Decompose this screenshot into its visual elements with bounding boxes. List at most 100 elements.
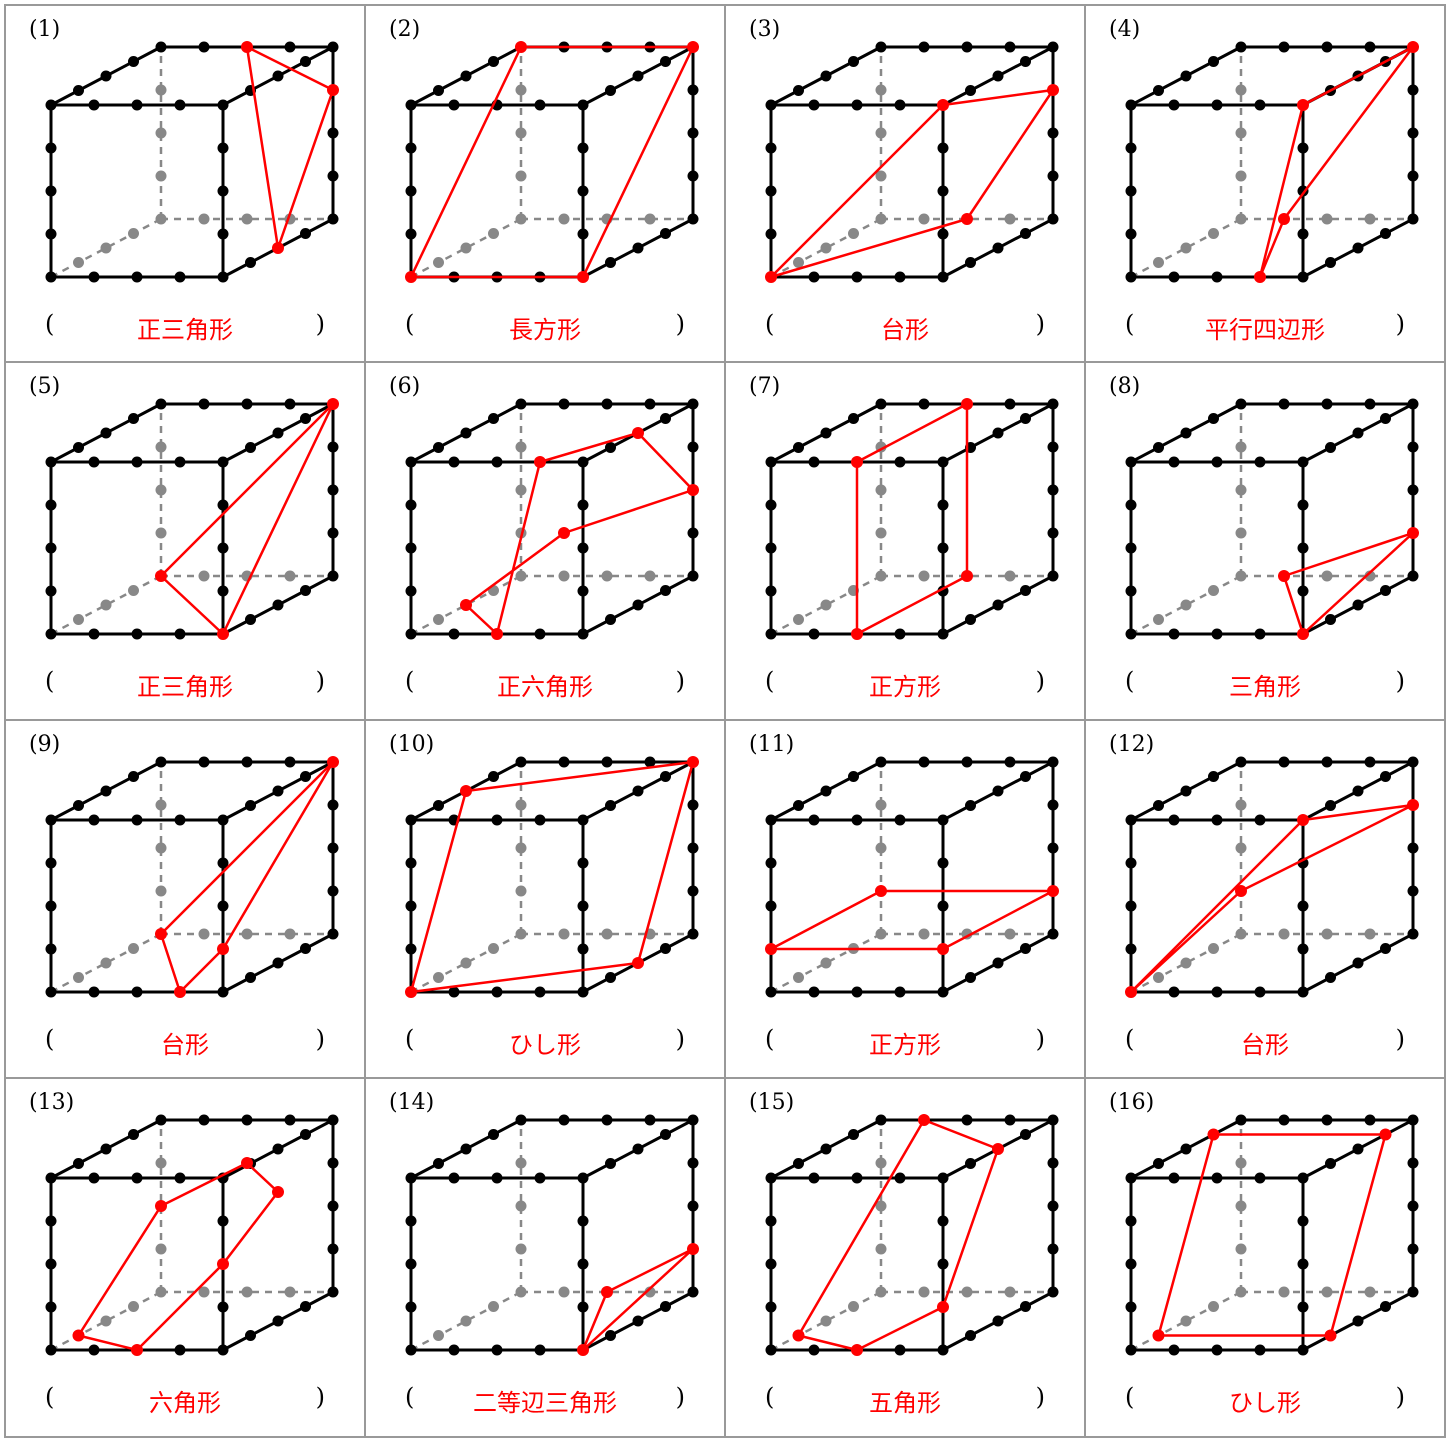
grid-point — [45, 99, 57, 111]
grid-point — [820, 427, 832, 439]
grid-point — [300, 228, 311, 239]
grid-point — [217, 1301, 229, 1313]
grid-point — [577, 585, 589, 597]
section-polygon — [245, 45, 335, 250]
grid-point — [1278, 1114, 1290, 1126]
grid-point — [1297, 986, 1309, 998]
problem-number: (7) — [749, 374, 781, 399]
open-paren: ( — [1125, 310, 1135, 338]
grid-point — [1325, 614, 1336, 625]
grid-point — [174, 628, 186, 640]
hidden-point — [515, 1157, 527, 1169]
grid-point — [1125, 943, 1137, 955]
hidden-point — [1180, 242, 1192, 254]
grid-point — [937, 499, 949, 511]
grid-point — [131, 271, 143, 283]
problem-cell: (15) 五角形 () — [725, 1078, 1085, 1437]
grid-point — [300, 1301, 311, 1312]
hidden-point — [155, 1157, 167, 1169]
answer-row: 正方形 () — [725, 667, 1085, 707]
cube-figure — [765, 398, 1059, 640]
grid-point — [1325, 257, 1336, 268]
answer-row: ひし形 () — [1085, 1383, 1445, 1423]
table-border — [1444, 4, 1446, 1438]
grid-point — [245, 800, 256, 811]
hidden-point — [1004, 213, 1016, 225]
hidden-point — [875, 799, 887, 811]
grid-point — [1278, 41, 1290, 53]
section-vertex — [558, 527, 570, 539]
grid-point — [961, 1114, 973, 1126]
problem-number: (16) — [1109, 1090, 1155, 1115]
grid-point — [128, 413, 139, 424]
problem-cell: (5) 正三角形 () — [5, 362, 365, 720]
grid-point — [88, 1172, 100, 1184]
section-vertex — [1207, 1128, 1220, 1141]
hidden-point — [1235, 441, 1247, 453]
grid-point — [1380, 1301, 1391, 1312]
hidden-point — [601, 570, 613, 582]
section-vertex — [72, 1329, 85, 1342]
grid-point — [1297, 456, 1309, 468]
grid-point — [937, 456, 949, 468]
grid-point — [1020, 1129, 1031, 1140]
hidden-point — [515, 842, 527, 854]
grid-point — [1004, 756, 1016, 768]
section-vertex — [765, 271, 777, 283]
section-vertex — [961, 213, 973, 225]
hidden-point — [1235, 799, 1247, 811]
hidden-point — [515, 441, 527, 453]
table-border — [4, 4, 6, 1438]
grid-point — [534, 1172, 546, 1184]
grid-point — [73, 442, 84, 453]
section-polygon — [769, 88, 1055, 279]
grid-point — [405, 1215, 417, 1227]
grid-point — [765, 857, 777, 869]
grid-point — [174, 456, 186, 468]
grid-point — [1407, 398, 1419, 410]
grid-point — [965, 1330, 976, 1341]
section-polygon — [797, 1118, 1000, 1352]
grid-point — [848, 1129, 859, 1140]
grid-point — [687, 170, 699, 182]
problem-number: (9) — [29, 732, 61, 757]
answer-row: 五角形 () — [725, 1383, 1085, 1423]
section-vertex — [491, 628, 503, 640]
hidden-point — [875, 842, 887, 854]
grid-point — [128, 56, 139, 67]
grid-point — [100, 427, 112, 439]
grid-point — [577, 1258, 589, 1270]
hidden-point — [1278, 928, 1290, 940]
grid-point — [405, 814, 417, 826]
grid-point — [1125, 228, 1137, 240]
grid-point — [1004, 1114, 1016, 1126]
grid-point — [605, 972, 616, 983]
grid-point — [1125, 1258, 1137, 1270]
hidden-point — [155, 84, 167, 96]
grid-point — [45, 1172, 57, 1184]
grid-point — [1297, 1344, 1309, 1356]
grid-point — [660, 943, 671, 954]
section-vertex — [1407, 799, 1419, 811]
cube-figure — [45, 1114, 339, 1356]
grid-point — [272, 1315, 284, 1327]
grid-point — [1407, 1243, 1419, 1255]
hidden-point — [644, 1286, 656, 1298]
section-vertex — [1407, 527, 1419, 539]
grid-point — [1125, 814, 1137, 826]
grid-point — [765, 986, 777, 998]
close-paren: ) — [315, 1025, 325, 1053]
grid-point — [765, 1258, 777, 1270]
problem-cell: (9) 台形 () — [5, 720, 365, 1078]
close-paren: ) — [675, 1025, 685, 1053]
grid-point — [1352, 599, 1364, 611]
close-paren: ) — [1395, 667, 1405, 695]
grid-point — [808, 1172, 820, 1184]
grid-point — [632, 599, 644, 611]
hidden-point — [515, 484, 527, 496]
grid-point — [534, 628, 546, 640]
hidden-point — [241, 213, 253, 225]
section-vertex — [577, 271, 589, 283]
hidden-point — [875, 1286, 887, 1298]
grid-point — [1380, 943, 1391, 954]
